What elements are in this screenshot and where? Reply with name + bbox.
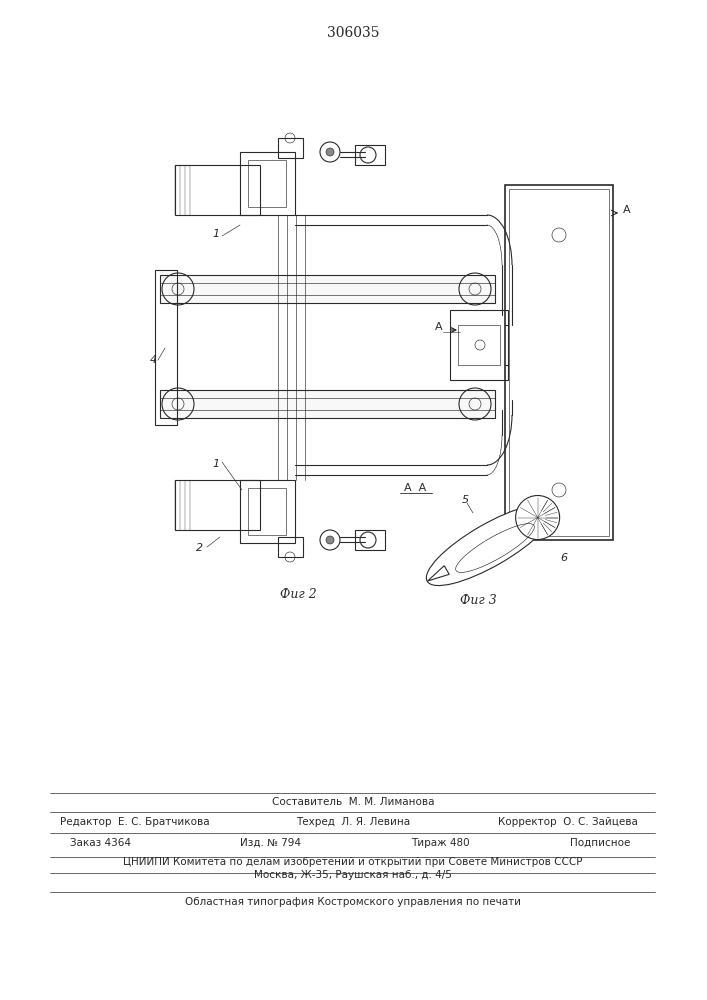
Bar [240,152,295,215]
Bar [278,537,303,557]
Text: 1: 1 [212,459,220,469]
Bar [505,185,613,540]
Text: 7: 7 [534,530,542,540]
Bar [160,390,495,418]
Text: Техред  Л. Я. Левина: Техред Л. Я. Левина [296,817,410,827]
Text: А: А [623,205,631,215]
Text: 2: 2 [197,543,204,553]
Text: Изд. № 794: Изд. № 794 [240,838,300,848]
Text: А  А: А А [404,483,426,493]
Text: А: А [436,322,443,332]
Text: Москва, Ж-35, Раушская наб., д. 4/5: Москва, Ж-35, Раушская наб., д. 4/5 [254,870,452,880]
Polygon shape [428,566,449,581]
Text: 4: 4 [149,355,156,365]
Text: Составитель  М. М. Лиманова: Составитель М. М. Лиманова [271,797,434,807]
Text: 6: 6 [561,553,568,563]
Text: 5: 5 [462,495,469,505]
Bar [355,145,385,165]
Bar [355,530,385,550]
Bar [155,270,177,425]
Text: Подписное: Подписное [570,838,630,848]
Bar [248,160,286,207]
Bar [278,138,303,158]
Text: Фиг 3: Фиг 3 [460,593,496,606]
Text: Областная типография Костромского управления по печати: Областная типография Костромского управл… [185,897,521,907]
Bar [450,310,508,380]
Circle shape [326,536,334,544]
Circle shape [326,148,334,156]
Bar [160,275,495,303]
Text: ЦНИИПИ Комитета по делам изобретений и открытий при Совете Министров СССР: ЦНИИПИ Комитета по делам изобретений и о… [123,857,583,867]
Bar [458,325,500,365]
Bar [509,189,609,536]
Bar [240,480,295,543]
Text: 306035: 306035 [327,26,379,40]
Text: Редактор  Е. С. Братчикова: Редактор Е. С. Братчикова [60,817,210,827]
Text: 1: 1 [212,229,220,239]
Text: Заказ 4364: Заказ 4364 [69,838,131,848]
Bar [175,165,260,215]
Text: Тираж 480: Тираж 480 [411,838,469,848]
Text: Корректор  О. С. Зайцева: Корректор О. С. Зайцева [498,817,638,827]
Circle shape [515,495,560,540]
Bar [248,488,286,535]
Bar [175,480,260,530]
Ellipse shape [426,504,554,586]
Text: Фиг 2: Фиг 2 [280,588,316,601]
